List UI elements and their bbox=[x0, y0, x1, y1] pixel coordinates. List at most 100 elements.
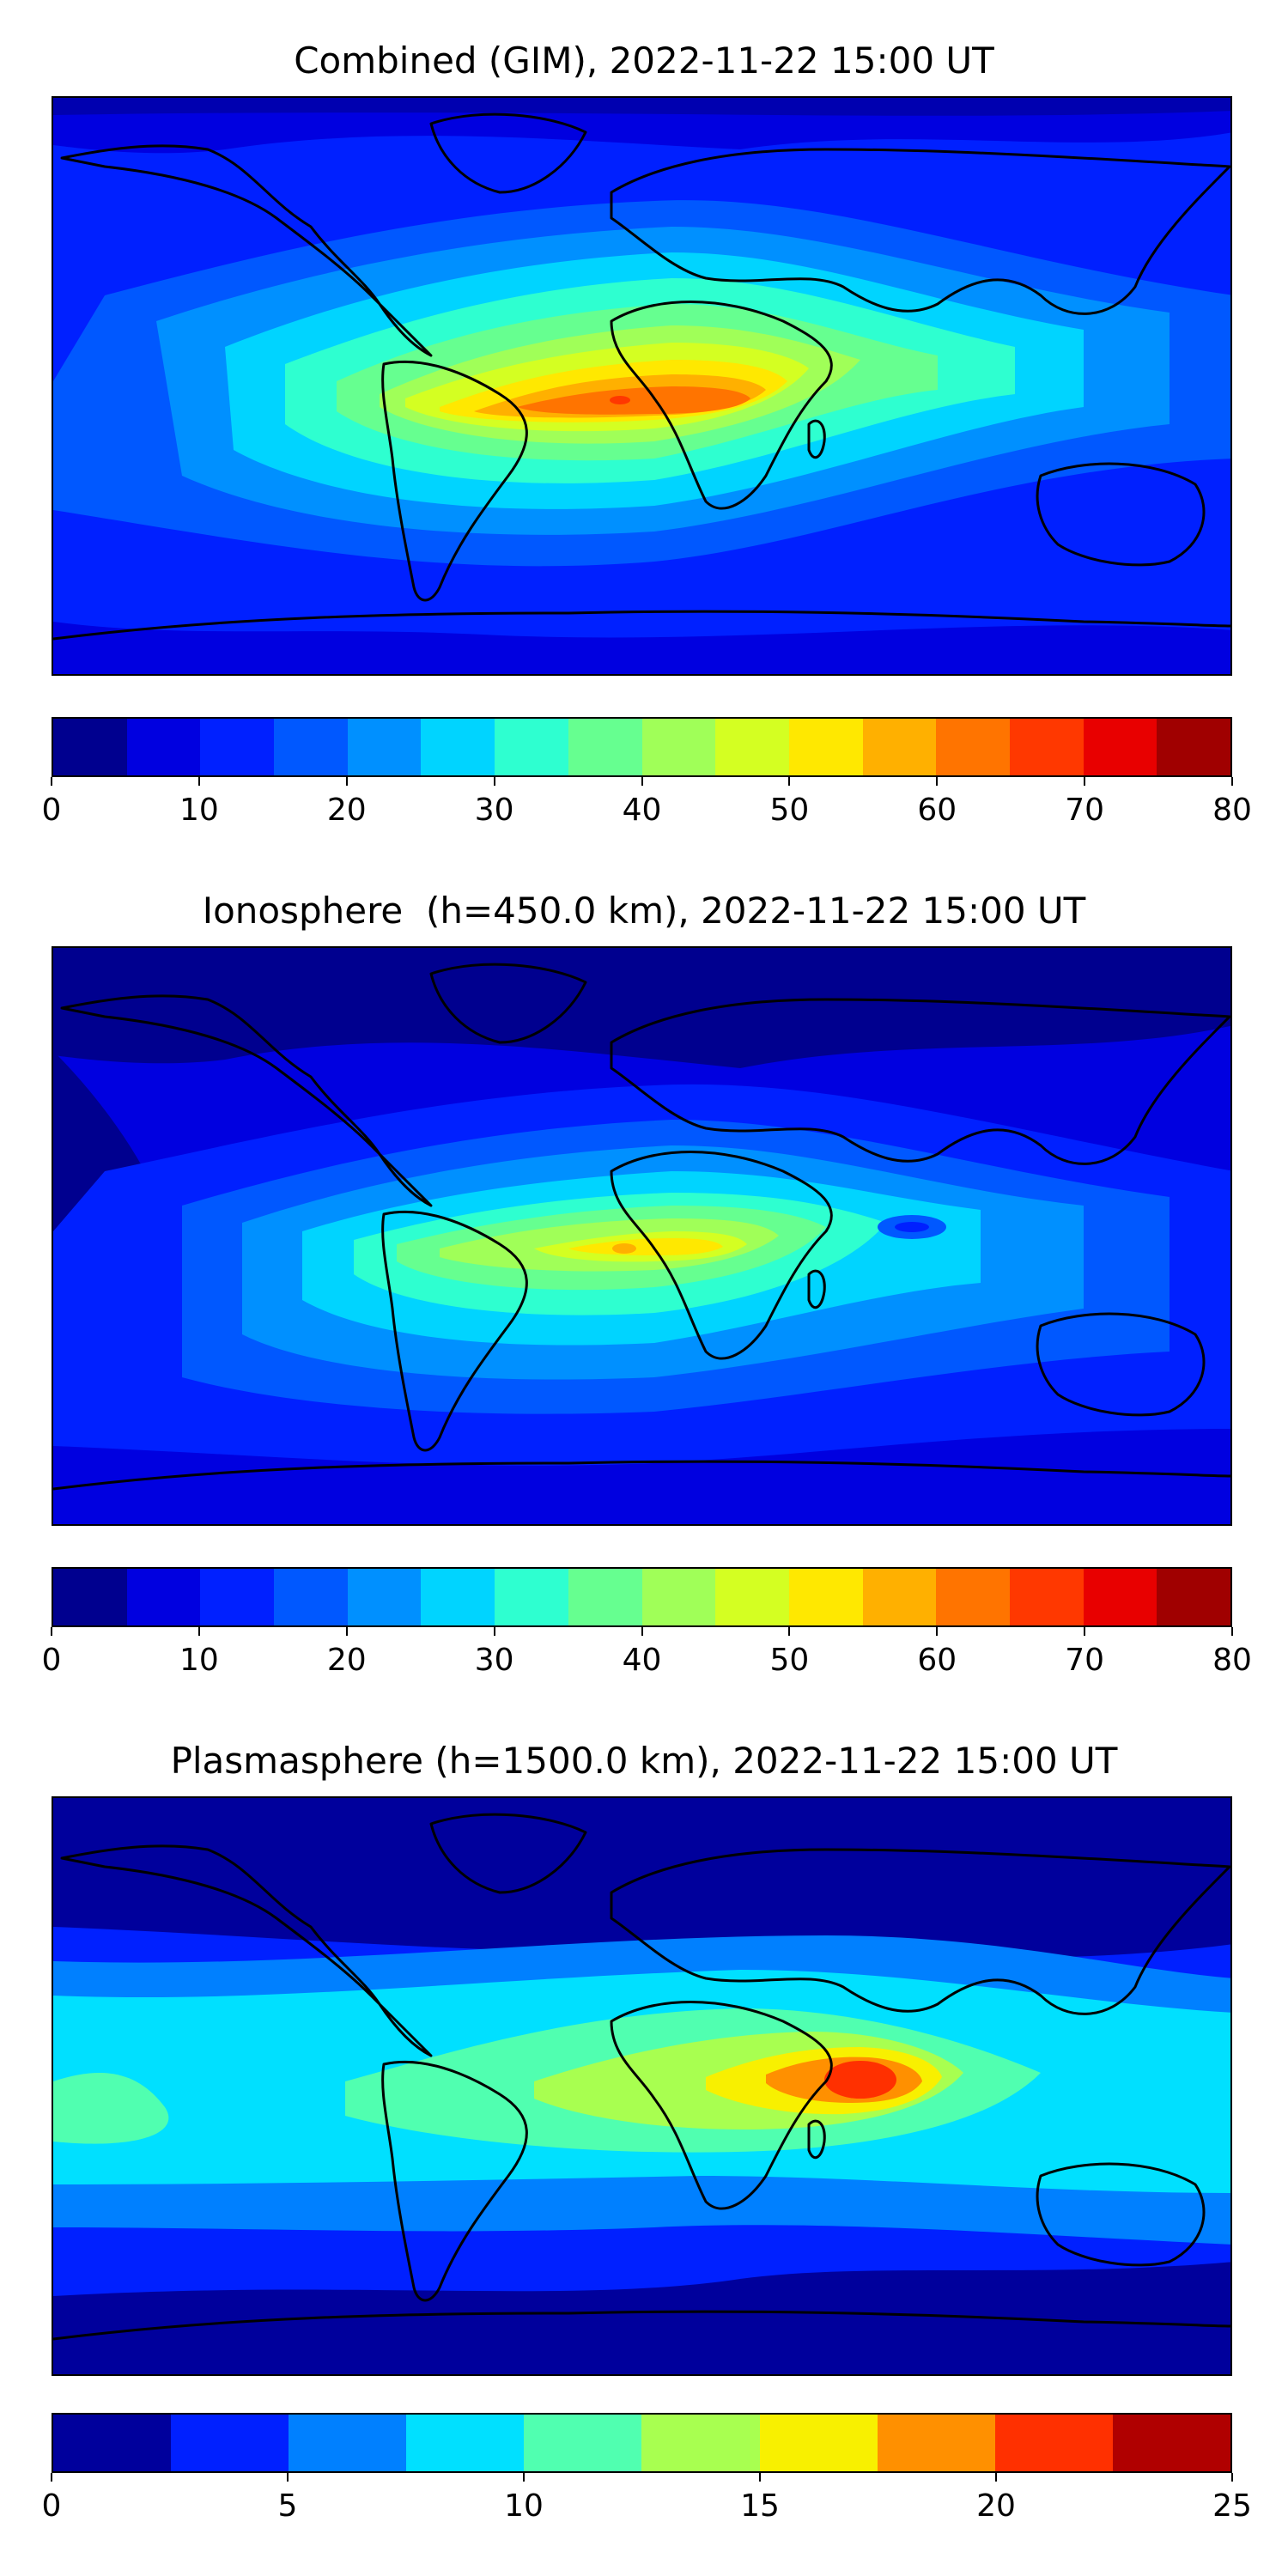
colorbar-segment bbox=[274, 719, 348, 775]
colorbar-tick bbox=[788, 1627, 791, 1636]
colorbar-tick-label: 0 bbox=[41, 793, 62, 828]
coast-australia bbox=[1036, 2162, 1206, 2267]
colorbar-tick-label: 40 bbox=[622, 793, 662, 828]
colorbar-segment bbox=[200, 1569, 275, 1625]
coast-eurasia bbox=[610, 998, 1230, 1165]
colorbar-segment bbox=[788, 719, 863, 775]
coast-eurasia bbox=[610, 148, 1230, 315]
coast-antarctica bbox=[53, 2310, 1230, 2341]
colorbar-tick-label: 30 bbox=[474, 1643, 514, 1678]
colorbar-tick bbox=[493, 777, 495, 786]
colorbar-tick bbox=[936, 777, 939, 786]
colorbar-tick-label: 25 bbox=[1212, 2488, 1252, 2524]
coast-north-america bbox=[60, 994, 433, 1207]
colorbar-segment bbox=[788, 1569, 863, 1625]
coast-australia bbox=[1036, 1312, 1206, 1417]
colorbar-tick-label: 20 bbox=[976, 2488, 1016, 2524]
colorbar-tick-label: 60 bbox=[917, 1643, 957, 1678]
panel-2-title: Ionosphere (h=450.0 km), 2022-11-22 15:0… bbox=[202, 890, 1086, 932]
plasma-contour-10 bbox=[53, 2073, 169, 2144]
coast-south-america bbox=[381, 360, 528, 602]
colorbar-tick bbox=[995, 2473, 997, 2482]
colorbar-segment bbox=[994, 2415, 1113, 2471]
panel-1-title: Combined (GIM), 2022-11-22 15:00 UT bbox=[294, 39, 994, 82]
colorbar-tick bbox=[51, 2473, 52, 2482]
colorbar-segment bbox=[421, 719, 495, 775]
tec-peak bbox=[610, 396, 630, 404]
coast-madagascar bbox=[807, 2119, 826, 2160]
colorbar-tick bbox=[523, 2473, 525, 2482]
colorbar-segment bbox=[715, 1569, 789, 1625]
colorbar-segment bbox=[53, 1569, 127, 1625]
colorbar-tick bbox=[345, 1627, 348, 1636]
colorbar-segment bbox=[715, 719, 789, 775]
colorbar-tick bbox=[1084, 1627, 1086, 1636]
polar-band-north bbox=[53, 948, 1230, 1068]
colorbar-tick bbox=[1231, 777, 1233, 786]
colorbar-segment bbox=[1083, 719, 1157, 775]
polar-band-north-deep bbox=[53, 98, 1230, 116]
colorbar-segment bbox=[406, 2415, 525, 2471]
tec-low-indian-ocean-core bbox=[895, 1222, 929, 1232]
colorbar-segment bbox=[936, 1569, 1010, 1625]
colorbar-tick bbox=[287, 2473, 289, 2482]
colorbar-segment bbox=[877, 2415, 995, 2471]
colorbar-segment bbox=[641, 2415, 760, 2471]
colorbar-tick-label: 30 bbox=[474, 793, 514, 828]
colorbar-segment bbox=[347, 719, 422, 775]
colorbar-segment bbox=[274, 1569, 348, 1625]
colorbar-tick bbox=[759, 2473, 761, 2482]
coast-greenland bbox=[429, 1813, 587, 1894]
panel-3-colorbar-ticks: 0 5 10 15 20 25 bbox=[42, 2473, 1252, 2524]
colorbar-segment bbox=[1009, 1569, 1084, 1625]
colorbar-segment bbox=[1083, 1569, 1157, 1625]
colorbar-segment bbox=[862, 1569, 937, 1625]
coast-africa bbox=[610, 301, 833, 510]
panel-3-colorbar bbox=[52, 2413, 1232, 2473]
colorbar-segment bbox=[1157, 719, 1230, 775]
colorbar-tick bbox=[1084, 777, 1086, 786]
colorbar-segment bbox=[53, 2415, 172, 2471]
colorbar-tick-label: 20 bbox=[326, 1643, 367, 1678]
colorbar-segment bbox=[495, 719, 568, 775]
polar-band-south bbox=[53, 2262, 1230, 2374]
panel-1-colorbar bbox=[52, 717, 1232, 777]
colorbar-segment bbox=[200, 719, 275, 775]
colorbar-segment bbox=[759, 2415, 878, 2471]
coast-africa bbox=[610, 1151, 833, 1360]
colorbar-tick-label: 70 bbox=[1065, 793, 1105, 828]
coast-australia bbox=[1036, 462, 1206, 567]
colorbar-segment bbox=[568, 1569, 642, 1625]
colorbar-tick bbox=[1231, 2473, 1233, 2482]
panel-2-map bbox=[52, 946, 1232, 1526]
colorbar-segment bbox=[568, 719, 642, 775]
coast-greenland bbox=[429, 112, 587, 194]
colorbar-segment bbox=[641, 1569, 716, 1625]
panel-1-colorbar-ticks: 0 10 20 30 40 50 60 70 80 bbox=[42, 777, 1252, 829]
colorbar-tick bbox=[345, 777, 348, 786]
colorbar-tick-label: 60 bbox=[917, 793, 957, 828]
colorbar-segment bbox=[53, 719, 127, 775]
colorbar-tick-label: 70 bbox=[1065, 1643, 1105, 1678]
polar-band-south bbox=[53, 622, 1230, 674]
colorbar-segment bbox=[347, 1569, 422, 1625]
colorbar-segment bbox=[862, 719, 937, 775]
colorbar-tick-label: 80 bbox=[1212, 1643, 1252, 1678]
colorbar-tick bbox=[641, 777, 643, 786]
tec-contour-55 bbox=[568, 1238, 723, 1255]
colorbar-tick bbox=[1231, 1627, 1233, 1636]
coast-south-america bbox=[381, 2060, 528, 2302]
colorbar-segment bbox=[126, 1569, 201, 1625]
colorbar-tick-label: 10 bbox=[179, 793, 219, 828]
colorbar-tick-label: 10 bbox=[179, 1643, 219, 1678]
colorbar-tick-label: 50 bbox=[769, 793, 810, 828]
colorbar-segment bbox=[495, 1569, 568, 1625]
colorbar-segment bbox=[126, 719, 201, 775]
colorbar-tick-label: 40 bbox=[622, 1643, 662, 1678]
colorbar-tick-label: 0 bbox=[41, 1643, 62, 1678]
colorbar-tick bbox=[788, 777, 791, 786]
coast-north-america bbox=[60, 1844, 433, 2057]
coast-antarctica bbox=[53, 610, 1230, 641]
colorbar-tick-label: 5 bbox=[277, 2488, 298, 2524]
tec-peak bbox=[612, 1243, 636, 1254]
